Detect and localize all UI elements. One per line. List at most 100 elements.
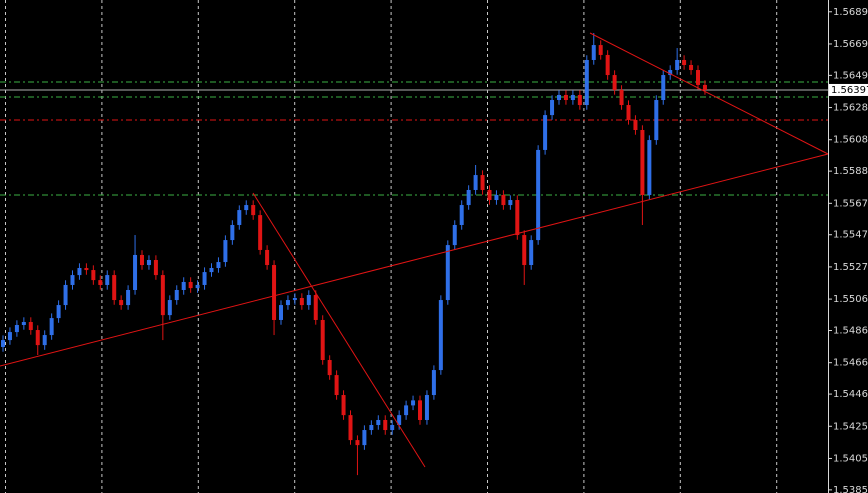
- candle-body: [153, 260, 158, 276]
- candle-body: [313, 295, 318, 320]
- last-price-box: [829, 83, 868, 96]
- candle-body: [696, 70, 700, 85]
- candle-body: [327, 360, 332, 376]
- candle-body: [237, 210, 242, 225]
- y-tick-label: 1.54255: [833, 421, 868, 432]
- y-tick-label: 1.53850: [833, 485, 868, 493]
- trend-line: [589, 32, 829, 155]
- candle-body: [570, 94, 575, 101]
- y-tick-label: 1.55065: [833, 294, 868, 305]
- candle-body: [543, 115, 548, 150]
- candle-body: [682, 59, 687, 66]
- candle-body: [362, 430, 367, 446]
- candle-body: [195, 284, 200, 289]
- y-tick-label: 1.54460: [833, 389, 868, 400]
- candles: [1, 32, 707, 476]
- candle-body: [341, 395, 346, 416]
- candle-body: [376, 419, 381, 426]
- candle-body: [550, 100, 555, 116]
- candle-body: [626, 105, 631, 120]
- candle-body: [640, 130, 645, 196]
- y-tick-label: 1.56080: [833, 135, 868, 146]
- candle-body: [411, 400, 416, 406]
- candle-body: [563, 94, 568, 101]
- candle-body: [501, 195, 506, 206]
- candle-body: [348, 415, 353, 441]
- candle-body: [529, 240, 534, 266]
- candle-body: [438, 300, 443, 371]
- candle-body: [160, 275, 165, 316]
- y-tick-label: 1.54660: [833, 358, 868, 369]
- candle-body: [647, 140, 652, 196]
- candle-body: [390, 425, 395, 431]
- y-tick-label: 1.55880: [833, 166, 868, 177]
- y-tick-label: 1.55270: [833, 262, 868, 273]
- candle-body: [258, 215, 263, 250]
- candle-body: [487, 189, 492, 201]
- y-tick-label: 1.54865: [833, 325, 868, 336]
- candle-body: [675, 59, 680, 71]
- candle-body: [133, 254, 138, 290]
- y-tick-label: 1.54050: [833, 453, 868, 464]
- candle-body: [424, 395, 429, 420]
- candle-body: [56, 305, 61, 319]
- candle-body: [209, 268, 214, 273]
- y-tick-label: 1.56690: [833, 39, 868, 50]
- candle-body: [619, 89, 624, 106]
- candle-body: [459, 205, 464, 225]
- candle-body: [383, 419, 388, 431]
- y-tick-label: 1.55475: [833, 230, 868, 241]
- candle-body: [431, 370, 436, 396]
- candle-body: [515, 200, 520, 236]
- candle-body: [654, 100, 659, 141]
- candle-body: [98, 280, 103, 285]
- candle-body: [397, 415, 402, 426]
- levels: [0, 81, 828, 196]
- candle-body: [279, 305, 283, 320]
- candle-body: [1, 340, 5, 347]
- candle-body: [181, 281, 186, 290]
- candle-body: [265, 249, 270, 266]
- y-tick-label: 1.55675: [833, 198, 868, 209]
- candle-body: [126, 289, 131, 306]
- candle-body: [689, 65, 694, 71]
- candle-body: [119, 300, 124, 306]
- candle-body: [216, 262, 221, 269]
- candle-body: [522, 235, 527, 266]
- candle-body: [174, 289, 179, 301]
- candle-body: [445, 245, 450, 301]
- candle-body: [251, 205, 256, 216]
- candle-body: [77, 268, 82, 276]
- candle-body: [320, 319, 325, 361]
- candle-body: [466, 189, 471, 206]
- trend-line: [0, 153, 829, 367]
- candle-body: [355, 440, 360, 446]
- candle-body: [112, 275, 117, 301]
- axis-background: [828, 0, 868, 493]
- trend-line: [252, 192, 426, 468]
- candle-body: [306, 295, 311, 306]
- candle-body: [404, 405, 409, 416]
- candle-body: [14, 325, 19, 333]
- candle-body: [584, 59, 589, 106]
- candle-body: [49, 318, 54, 336]
- candle-body: [299, 297, 304, 306]
- candle-body: [633, 119, 638, 131]
- vertical-grid: [5, 0, 778, 493]
- candle-body: [452, 224, 457, 246]
- candle-body: [605, 54, 610, 76]
- candle-body: [91, 270, 96, 281]
- candle-body: [28, 322, 33, 331]
- candle-body: [557, 94, 561, 101]
- candle-body: [285, 300, 290, 306]
- candle-body: [334, 375, 339, 396]
- candle-body: [369, 425, 374, 431]
- candle-body: [230, 224, 235, 241]
- candle-body: [105, 275, 110, 285]
- candle-body: [272, 265, 277, 320]
- candle-body: [418, 400, 422, 420]
- candle-body: [167, 300, 172, 316]
- candle-body: [140, 254, 144, 266]
- candle-body: [598, 45, 603, 55]
